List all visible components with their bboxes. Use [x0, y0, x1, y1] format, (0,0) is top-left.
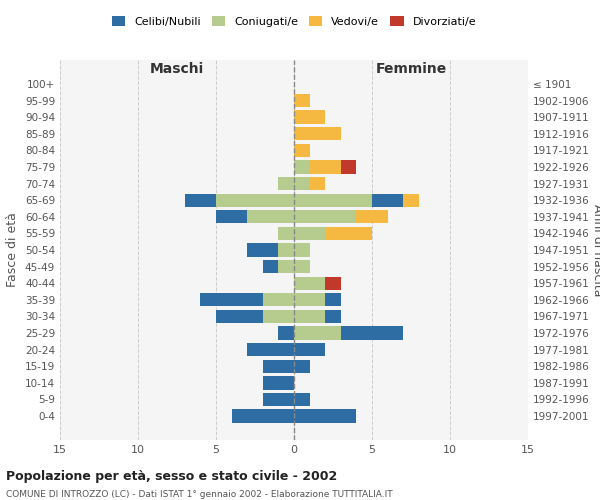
- Bar: [294, 177, 310, 190]
- Bar: [325, 226, 372, 240]
- Legend: Celibi/Nubili, Coniugati/e, Vedovi/e, Divorziati/e: Celibi/Nubili, Coniugati/e, Vedovi/e, Di…: [112, 16, 476, 27]
- Bar: [356, 210, 388, 224]
- Bar: [263, 376, 294, 390]
- Bar: [232, 410, 294, 422]
- Bar: [294, 326, 341, 340]
- Y-axis label: Fasce di età: Fasce di età: [7, 212, 19, 288]
- Bar: [263, 293, 294, 306]
- Bar: [341, 326, 403, 340]
- Bar: [294, 194, 372, 207]
- Bar: [294, 110, 325, 124]
- Y-axis label: Anni di nascita: Anni di nascita: [590, 204, 600, 296]
- Text: Femmine: Femmine: [376, 62, 446, 76]
- Bar: [263, 393, 294, 406]
- Bar: [294, 210, 356, 224]
- Bar: [310, 160, 341, 173]
- Bar: [372, 194, 403, 207]
- Text: COMUNE DI INTROZZO (LC) - Dati ISTAT 1° gennaio 2002 - Elaborazione TUTTITALIA.I: COMUNE DI INTROZZO (LC) - Dati ISTAT 1° …: [6, 490, 392, 499]
- Bar: [278, 226, 294, 240]
- Bar: [216, 310, 263, 323]
- Bar: [403, 194, 419, 207]
- Bar: [294, 94, 310, 107]
- Bar: [278, 244, 294, 256]
- Bar: [294, 160, 310, 173]
- Bar: [263, 310, 294, 323]
- Bar: [294, 393, 310, 406]
- Text: Maschi: Maschi: [150, 62, 204, 76]
- Bar: [325, 293, 341, 306]
- Bar: [263, 360, 294, 373]
- Bar: [247, 343, 294, 356]
- Bar: [310, 177, 325, 190]
- Bar: [294, 226, 325, 240]
- Bar: [263, 260, 278, 274]
- Bar: [278, 260, 294, 274]
- Bar: [294, 293, 325, 306]
- Bar: [294, 343, 325, 356]
- Bar: [294, 127, 341, 140]
- Bar: [216, 210, 247, 224]
- Bar: [294, 276, 325, 290]
- Bar: [185, 194, 216, 207]
- Bar: [325, 276, 341, 290]
- Bar: [294, 360, 310, 373]
- Bar: [294, 410, 356, 422]
- Bar: [278, 177, 294, 190]
- Bar: [341, 160, 356, 173]
- Bar: [247, 244, 278, 256]
- Bar: [294, 260, 310, 274]
- Bar: [294, 244, 310, 256]
- Bar: [200, 293, 263, 306]
- Text: Popolazione per età, sesso e stato civile - 2002: Popolazione per età, sesso e stato civil…: [6, 470, 337, 483]
- Bar: [247, 210, 294, 224]
- Bar: [216, 194, 294, 207]
- Bar: [278, 326, 294, 340]
- Bar: [294, 310, 325, 323]
- Bar: [325, 310, 341, 323]
- Bar: [294, 144, 310, 157]
